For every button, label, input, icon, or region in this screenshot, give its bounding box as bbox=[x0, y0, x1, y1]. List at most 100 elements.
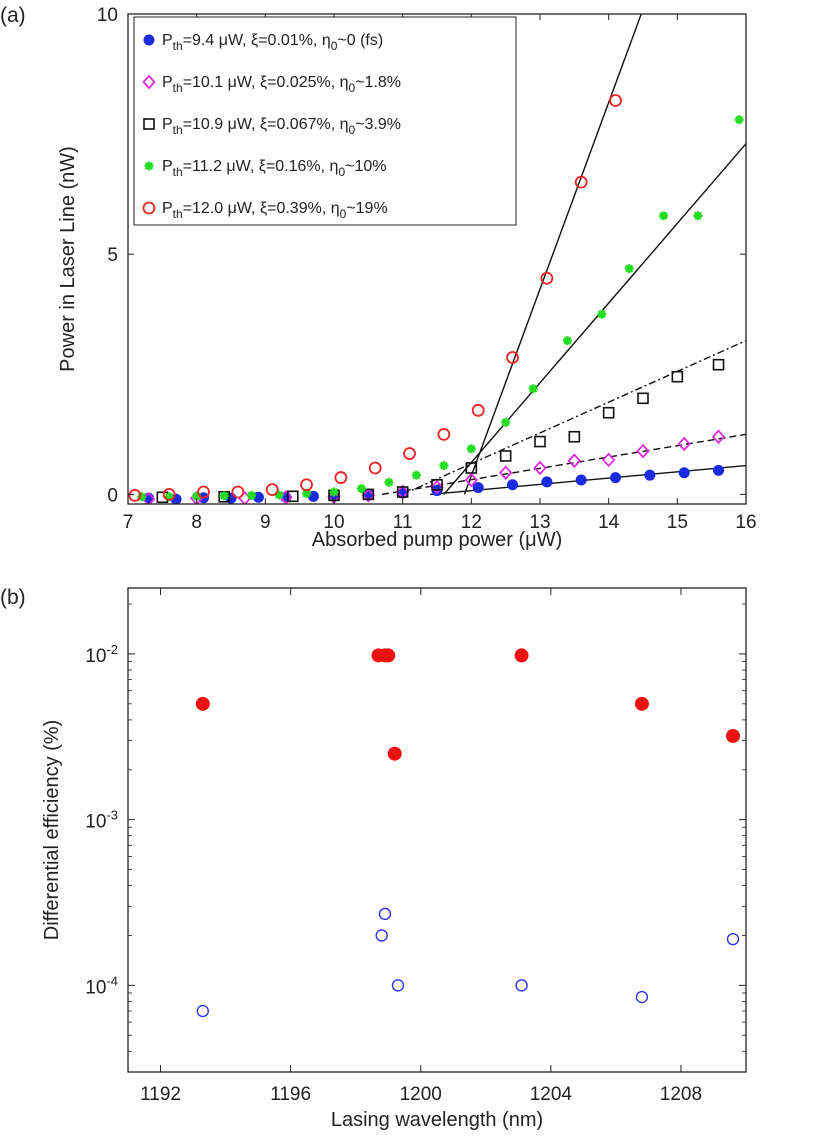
legend-label: Pth=10.9 μW, ξ=0.067%, η0~3.9% bbox=[162, 116, 401, 137]
x-tick-label: 1204 bbox=[530, 1084, 573, 1105]
panel-a-frame bbox=[127, 13, 747, 505]
fit-line-series-5 bbox=[463, 14, 642, 495]
series-3 bbox=[156, 358, 725, 504]
data-point bbox=[286, 490, 299, 503]
data-point bbox=[231, 485, 245, 499]
data-point bbox=[437, 427, 451, 441]
data-point bbox=[609, 94, 622, 107]
legend-marker bbox=[142, 74, 156, 90]
data-point bbox=[465, 462, 478, 474]
y-tick-label: 0 bbox=[107, 485, 118, 506]
data-point bbox=[534, 435, 546, 448]
data-point bbox=[300, 478, 313, 492]
data-point bbox=[378, 907, 392, 921]
x-tick-label: 1208 bbox=[660, 1084, 702, 1105]
legend-marker bbox=[144, 161, 154, 171]
y-tick-label: 5 bbox=[107, 245, 118, 266]
data-point bbox=[713, 464, 725, 476]
panel-b-y-axis-label: Differential efficiency (%) bbox=[41, 720, 63, 940]
data-point bbox=[601, 452, 616, 468]
panel-a-plot-area bbox=[128, 14, 746, 504]
data-point bbox=[431, 478, 443, 491]
x-tick-label: 7 bbox=[123, 512, 134, 533]
data-point bbox=[575, 474, 587, 486]
data-point bbox=[515, 979, 528, 992]
data-point bbox=[219, 491, 229, 501]
data-point bbox=[395, 484, 410, 500]
legend-label: Pth=12.0 μW, ξ=0.39%, η0~19% bbox=[162, 200, 388, 221]
data-point bbox=[568, 430, 581, 443]
fit-line-series-4 bbox=[443, 143, 746, 495]
data-point bbox=[726, 932, 740, 946]
series-filled bbox=[195, 648, 740, 761]
legend-entry-5: Pth=12.0 μW, ξ=0.39%, η0~19% bbox=[142, 200, 388, 221]
legend-marker bbox=[143, 34, 155, 46]
x-tick-label: 15 bbox=[667, 512, 688, 533]
series-open bbox=[196, 907, 740, 1018]
legend-entry-3: Pth=10.9 μW, ξ=0.067%, η0~3.9% bbox=[143, 116, 401, 137]
panel-b-ticks: 1192 1196 1200 1204 1208 10-4 10-3 10-2 bbox=[85, 588, 746, 1105]
data-point bbox=[597, 309, 607, 319]
panel-a-legend: Pth=9.4 μW, ξ=0.01%, η0~0 (fs) Pth=10.1 μ… bbox=[133, 16, 517, 226]
x-tick-label: 1200 bbox=[400, 1084, 442, 1105]
data-point bbox=[725, 728, 740, 743]
data-point bbox=[514, 648, 529, 663]
data-point bbox=[636, 443, 650, 459]
panel-a-y-axis-label: Power in Laser Line (nW) bbox=[57, 146, 79, 372]
data-point bbox=[659, 211, 669, 221]
data-point bbox=[562, 336, 572, 346]
data-point bbox=[678, 467, 690, 479]
y-tick-label: 10-2 bbox=[85, 642, 118, 667]
data-point bbox=[274, 490, 284, 500]
y-tick-label: 10-4 bbox=[85, 973, 118, 998]
data-point bbox=[334, 471, 348, 484]
data-point bbox=[381, 648, 396, 663]
data-point bbox=[162, 487, 176, 501]
data-point bbox=[635, 990, 649, 1004]
data-point bbox=[734, 115, 744, 125]
legend-marker bbox=[143, 118, 155, 130]
data-point bbox=[466, 444, 476, 454]
panel-b-label: (b) bbox=[0, 586, 26, 609]
data-point bbox=[362, 488, 375, 501]
data-point bbox=[329, 487, 339, 497]
legend-entry-1: Pth=9.4 μW, ξ=0.01%, η0~0 (fs) bbox=[143, 32, 383, 53]
data-point bbox=[671, 370, 684, 383]
data-point bbox=[396, 486, 409, 498]
panel-a-ticks: 7 8 9 10 11 12 13 14 15 16 0 5 10 bbox=[97, 5, 757, 533]
data-point bbox=[403, 447, 416, 460]
legend-label: Pth=10.1 μW, ξ=0.025%, η0~1.8% bbox=[162, 74, 401, 95]
data-point bbox=[574, 175, 588, 189]
data-point bbox=[375, 929, 388, 942]
data-point bbox=[195, 696, 210, 711]
data-point bbox=[356, 484, 366, 494]
data-point bbox=[197, 485, 210, 499]
legend-box bbox=[133, 16, 517, 226]
data-point bbox=[506, 351, 519, 364]
data-point bbox=[677, 436, 691, 452]
data-point bbox=[712, 358, 725, 371]
panel-a: (a) 7 8 9 10 11 12 13 14 15 16 0 5 10 Absorbed pump … bbox=[0, 4, 757, 551]
data-point bbox=[540, 271, 554, 285]
data-point bbox=[533, 460, 547, 476]
data-point bbox=[384, 477, 394, 487]
panel-b-plot-area bbox=[195, 648, 740, 1018]
panel-b: (b) 1192 1196 1200 1204 1208 10-4 10-3 10-2 Las… bbox=[0, 586, 747, 1131]
data-point bbox=[387, 746, 402, 761]
legend-entry-4: Pth=11.2 μW, ξ=0.16%, η0~10% bbox=[144, 158, 387, 179]
data-point bbox=[507, 479, 519, 491]
data-point bbox=[541, 476, 553, 488]
panel-b-x-axis-label: Lasing wavelength (nm) bbox=[331, 1109, 543, 1131]
data-point bbox=[391, 979, 405, 992]
series-4 bbox=[137, 115, 744, 502]
x-tick-label: 16 bbox=[735, 512, 756, 533]
fit-line-series-3 bbox=[402, 340, 746, 496]
data-point bbox=[128, 488, 142, 502]
data-point bbox=[265, 483, 279, 496]
panel-a-label: (a) bbox=[0, 4, 26, 27]
data-point bbox=[528, 384, 538, 394]
x-tick-label: 12 bbox=[461, 512, 482, 533]
x-tick-label: 1196 bbox=[270, 1084, 311, 1105]
data-point bbox=[644, 469, 656, 481]
